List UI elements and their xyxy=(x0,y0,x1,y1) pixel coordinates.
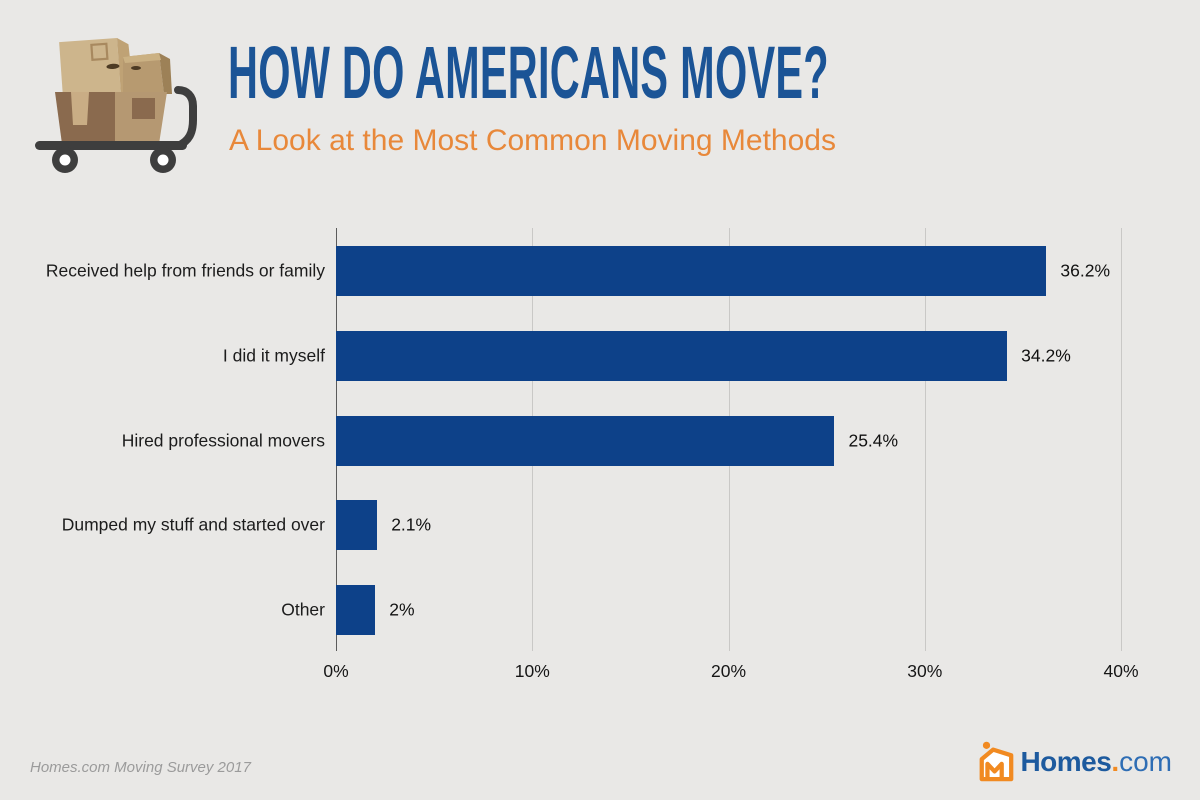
bar xyxy=(336,330,1008,381)
category-label: Dumped my stuff and started over xyxy=(61,514,325,535)
category-label: Hired professional movers xyxy=(121,430,325,450)
cart-handle xyxy=(174,86,197,150)
x-tick-label: 30% xyxy=(907,661,943,681)
plot-area: Received help from friends or family 36.2… xyxy=(46,228,1122,651)
gridline xyxy=(924,228,926,651)
gridline xyxy=(1121,228,1122,651)
logo-dot: . xyxy=(1111,745,1120,777)
logo-word: Homes xyxy=(1020,745,1112,777)
page-subtitle: A Look at the Most Common Moving Methods xyxy=(229,124,836,157)
bar-row: Hired professional movers 25.4% xyxy=(122,415,1121,466)
source-note: Homes.com Moving Survey 2017 xyxy=(30,759,251,776)
value-label: 25.4% xyxy=(848,430,899,450)
category-label: Other xyxy=(281,599,325,620)
bar xyxy=(336,500,378,551)
value-label: 2% xyxy=(389,599,415,620)
cart-platform xyxy=(35,141,187,150)
x-tick-label: 10% xyxy=(514,661,550,681)
box-small-left xyxy=(59,38,121,98)
category-label: I did it myself xyxy=(222,345,325,366)
page-title: HOW DO AMERICANS MOVE? xyxy=(228,31,829,114)
logo-tld: com xyxy=(1119,745,1172,777)
bar xyxy=(336,415,835,466)
box-large xyxy=(55,92,167,144)
x-tick-label: 0% xyxy=(323,661,349,681)
moving-boxes-dolly-icon xyxy=(35,38,197,173)
bar xyxy=(336,246,1047,296)
x-tick-label: 20% xyxy=(710,661,747,681)
homes-house-icon xyxy=(980,741,1014,782)
bar-row: Dumped my stuff and started over 2.1% xyxy=(62,500,1121,551)
bar-row: Other 2% xyxy=(281,585,1121,635)
bar xyxy=(336,585,376,635)
value-label: 36.2% xyxy=(1060,260,1111,281)
category-label: Received help from friends or family xyxy=(45,260,325,281)
bar-row: Received help from friends or family 36.2… xyxy=(46,246,1121,296)
homes-logo: Homes. com xyxy=(977,740,1172,783)
value-label: 2.1% xyxy=(391,514,432,535)
box-small-right xyxy=(123,53,172,94)
x-tick-label: 40% xyxy=(1103,661,1139,681)
bar-row: I did it myself 34.2% xyxy=(223,330,1121,381)
value-label: 34.2% xyxy=(1021,345,1071,366)
x-axis: 0% 10% 20% 30% 40% xyxy=(323,661,1138,687)
